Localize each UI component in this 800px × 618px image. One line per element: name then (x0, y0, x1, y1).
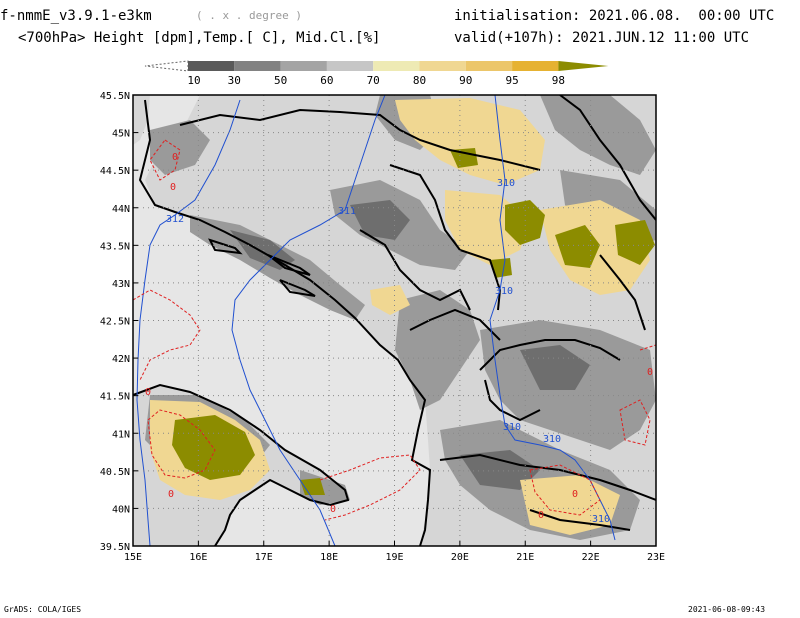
colorbar-swatch (419, 61, 466, 71)
colorbar-swatch (188, 61, 235, 71)
lat-label: 45N (112, 129, 130, 140)
footer-timestamp: 2021-06-08-09:43 (688, 605, 766, 614)
lat-label: 43N (112, 279, 130, 290)
contour-label: 0 (172, 152, 178, 163)
contour-label: 312 (166, 214, 184, 225)
contour-label: 0 (647, 367, 653, 378)
coastlines (133, 99, 432, 546)
lat-label: 44.5N (100, 166, 130, 177)
lon-label: 16E (189, 552, 207, 563)
cloud-olive-patches (172, 148, 655, 495)
contour-label: 0 (170, 182, 176, 193)
lat-label: 40.5N (100, 467, 130, 478)
contour-label: 0 (168, 489, 174, 500)
contour-label: 310 (592, 514, 610, 525)
colorbar-label: 80 (413, 74, 426, 87)
lon-label: 23E (647, 552, 665, 563)
lat-label: 39.5N (100, 542, 130, 553)
lon-label: 21E (516, 552, 534, 563)
unit-label: ( . x . degree ) (196, 9, 302, 22)
init-time: initialisation: 2021.06.08. 00:00 UTC (454, 8, 775, 24)
lat-label: 41.5N (100, 392, 130, 403)
lon-label: 15E (124, 552, 142, 563)
colorbar-swatch (512, 61, 559, 71)
contour-label: 0 (145, 387, 151, 398)
footer-credit: GrADS: COLA/IGES (4, 605, 82, 614)
colorbar-label: 98 (552, 74, 565, 87)
lat-label: 45.5N (100, 91, 130, 102)
colorbar: 10 30 50 60 70 80 90 95 98 (144, 60, 609, 87)
colorbar-swatch (280, 61, 327, 71)
valid-time: valid(+107h): 2021.JUN.12 11:00 UTC (454, 30, 750, 46)
colorbar-swatch (234, 61, 281, 71)
colorbar-swatch (373, 61, 420, 71)
lon-label: 22E (582, 552, 600, 563)
lat-labels: 45.5N 45N 44.5N 44N 43.5N 43N 42.5N 42N 41.5N 41N… (100, 91, 138, 553)
lon-label: 20E (451, 552, 469, 563)
colorbar-label: 30 (228, 74, 241, 87)
contour-labels: 310 310 310 310 310 311 312 0 0 0 0 0 0 … (145, 152, 653, 525)
colorbar-right-triangle (558, 61, 609, 71)
colorbar-swatch (326, 61, 374, 71)
contour-label: 310 (497, 178, 515, 189)
contour-label: 310 (503, 422, 521, 433)
temperature-contours (133, 139, 656, 521)
colorbar-label: 10 (187, 74, 200, 87)
lat-label: 42N (112, 354, 130, 365)
field-title: <700hPa> Height [dpm],Temp.[ C], Mid.Cl.… (18, 30, 381, 46)
colorbar-label: 70 (367, 74, 380, 87)
weather-map: 310 310 310 310 310 311 312 0 0 0 0 0 0 … (100, 91, 665, 563)
colorbar-label: 50 (274, 74, 287, 87)
lon-label: 18E (320, 552, 338, 563)
contour-label: 0 (330, 504, 336, 515)
lat-label: 44N (112, 204, 130, 215)
lat-label: 41N (112, 429, 130, 440)
model-title: f-nmmE_v3.9.1-e3km (0, 8, 152, 24)
contour-label: 311 (338, 206, 356, 217)
lat-label: 40N (112, 504, 130, 515)
contour-label: 0 (572, 489, 578, 500)
colorbar-label: 90 (459, 74, 472, 87)
contour-label: 0 (538, 510, 544, 521)
lon-label: 19E (385, 552, 403, 563)
colorbar-label: 60 (320, 74, 333, 87)
lat-label: 42.5N (100, 317, 130, 328)
lon-label: 17E (255, 552, 273, 563)
lon-labels: 15E 16E 17E 18E 19E 20E 21E 22E 23E (124, 541, 665, 563)
colorbar-swatch (465, 61, 513, 71)
contour-label: 310 (543, 434, 561, 445)
contour-label: 310 (495, 286, 513, 297)
lat-lon-grid (133, 95, 656, 546)
colorbar-label: 95 (505, 74, 518, 87)
lat-label: 43.5N (100, 241, 130, 252)
